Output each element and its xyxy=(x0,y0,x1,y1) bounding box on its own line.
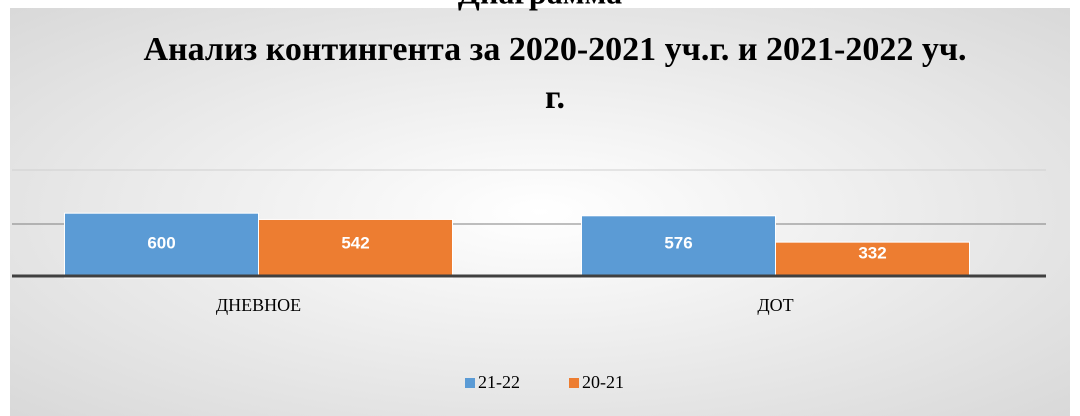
legend-swatch xyxy=(465,378,475,388)
x-tick-label: ДНЕВНОЕ xyxy=(216,295,301,315)
chart-background xyxy=(10,8,1070,416)
value-label: 332 xyxy=(858,244,886,263)
value-label: 576 xyxy=(664,233,692,252)
value-label: 600 xyxy=(147,233,175,252)
caption: Диаграмма xyxy=(458,0,622,10)
legend-label: 20-21 xyxy=(582,372,624,392)
bar xyxy=(775,241,970,279)
legend-label: 21-22 xyxy=(478,372,520,392)
bar xyxy=(581,215,776,279)
chart-title: Анализ контингента за 2020-2021 уч.г. и … xyxy=(143,31,966,116)
x-tick-label: ДОТ xyxy=(757,295,793,315)
bar xyxy=(258,218,453,279)
value-label: 542 xyxy=(341,233,369,252)
legend-swatch xyxy=(569,378,579,388)
